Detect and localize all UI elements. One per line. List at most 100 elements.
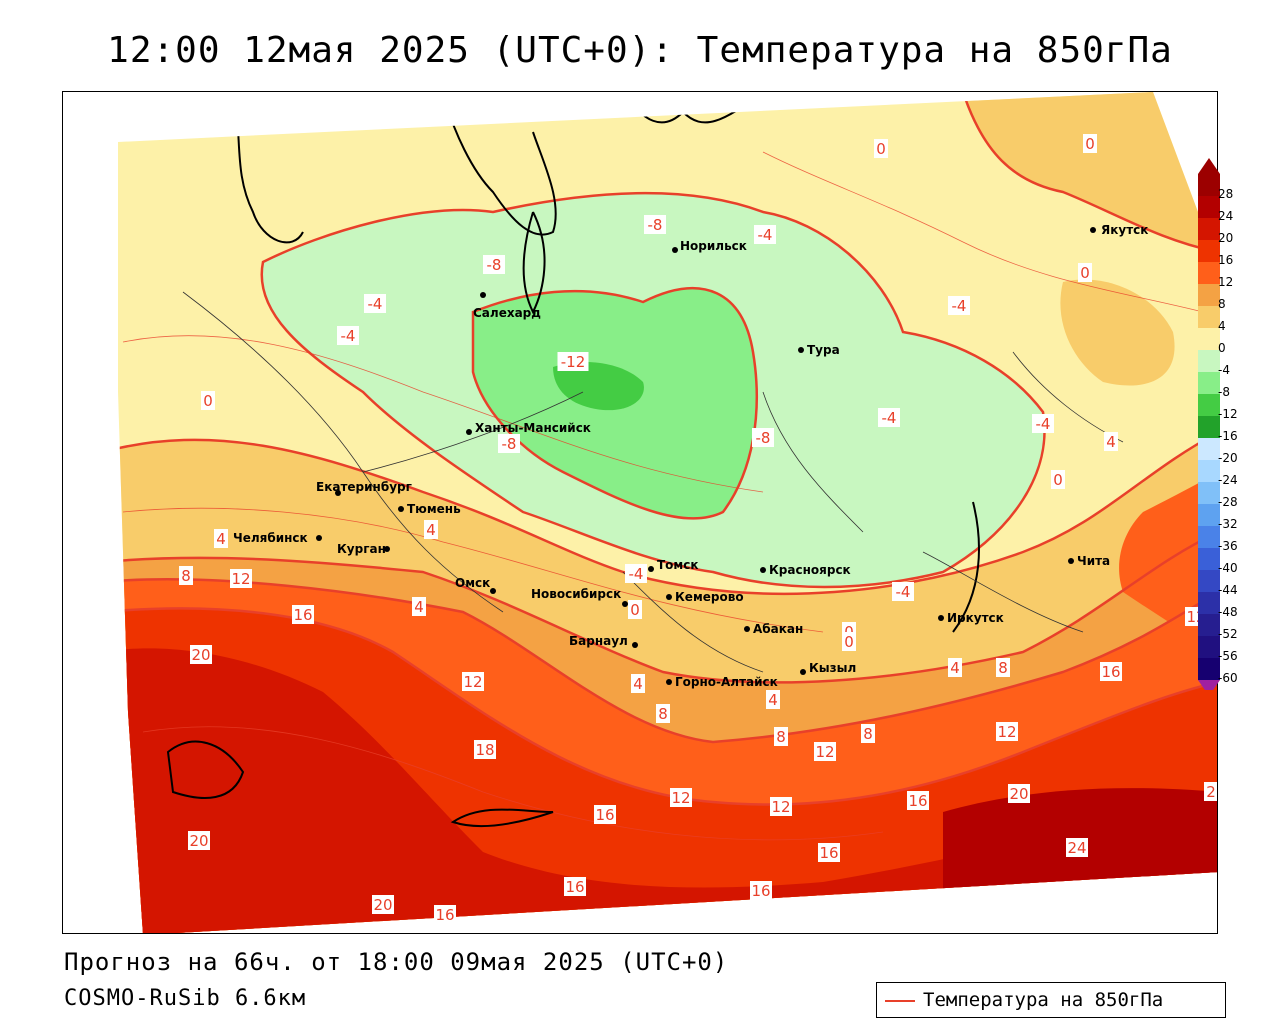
- contour-value-label: 4: [948, 658, 962, 677]
- colorbar-segment: [1198, 460, 1220, 482]
- colorbar-tick-label: -40: [1218, 561, 1238, 575]
- contour-label-box: [754, 225, 776, 244]
- contour-value-label: 18: [474, 740, 496, 759]
- city-label: Курган: [337, 542, 386, 556]
- contour-label-text: 20: [191, 646, 210, 664]
- contour-label-box: [842, 632, 856, 651]
- colorbar-top-arrow: [1198, 158, 1220, 174]
- contour-label-box: [948, 296, 970, 315]
- contour-value-label: 16: [818, 843, 840, 862]
- contour-label-text: 4: [633, 675, 643, 693]
- city-marker: Салехард: [473, 292, 541, 320]
- city-marker: Тюмень: [398, 502, 461, 516]
- contour-label-text: 4: [950, 659, 960, 677]
- city-label: Салехард: [473, 306, 541, 320]
- contour-value-label: 16: [292, 605, 314, 624]
- colorbar-segment: [1198, 482, 1220, 504]
- city-marker: Кемерово: [666, 590, 744, 604]
- city-label: Иркутск: [947, 611, 1004, 625]
- model-name: COSMO-RuSib 6.6км: [64, 986, 307, 1011]
- city-marker: Барнаул: [569, 634, 638, 648]
- contour-value-label: 8: [996, 658, 1010, 677]
- colorbar-segment: [1198, 196, 1220, 218]
- contour-label-text: 4: [1106, 433, 1116, 451]
- contour-value-label: 0: [874, 139, 888, 158]
- contour-label-text: 8: [776, 728, 786, 746]
- contour-label-text: -4: [629, 565, 644, 583]
- contour-label-text: 0: [844, 633, 854, 651]
- contour-label-box: [424, 520, 438, 539]
- contour-value-label: 12: [670, 788, 692, 807]
- contour-value-label: 4: [631, 674, 645, 693]
- colorbar-bottom-arrow: [1198, 680, 1220, 690]
- contour-label-text: 4: [768, 691, 778, 709]
- contour-label-box: [878, 408, 900, 427]
- colorbar-tick-label: -32: [1218, 517, 1238, 531]
- city-marker: Абакан: [744, 622, 803, 636]
- colorbar-segment: [1198, 174, 1220, 196]
- contour-value-label: 4: [214, 529, 228, 548]
- contour-label-text: 16: [293, 606, 312, 624]
- city-marker: Красноярск: [760, 563, 851, 577]
- contour-value-label: 16: [750, 881, 772, 900]
- city-marker: Якутск: [1090, 223, 1148, 237]
- contour-value-label: 8: [861, 724, 875, 743]
- colorbar-segment: [1198, 526, 1220, 548]
- city-dot: [316, 535, 322, 541]
- colorbar-tick-label: -56: [1218, 649, 1238, 663]
- contour-value-label: 0: [1078, 263, 1092, 282]
- contour-label-text: 12: [997, 723, 1016, 741]
- contour-label-text: 12: [815, 743, 834, 761]
- contour-label-text: 16: [1101, 663, 1120, 681]
- contour-label-box: [557, 352, 589, 371]
- colorbar-segment: [1198, 306, 1220, 328]
- city-label: Кызыл: [809, 661, 856, 675]
- colorbar-segment: [1198, 284, 1220, 306]
- contour-value-label: -8: [752, 428, 774, 447]
- contour-label-text: 18: [475, 741, 494, 759]
- contour-label-text: -4: [758, 226, 773, 244]
- colorbar-tick-label: -44: [1218, 583, 1238, 597]
- colorbar-tick-label: -36: [1218, 539, 1238, 553]
- city-label: Екатеринбург: [316, 480, 412, 494]
- contour-value-label: 24: [1066, 838, 1088, 857]
- city-label: Красноярск: [769, 563, 851, 577]
- contour-value-label: -8: [498, 434, 520, 453]
- city-marker: Челябинск: [233, 531, 322, 545]
- contour-value-label: 0: [842, 632, 856, 651]
- city-marker: Новосибирск: [531, 587, 628, 607]
- city-label: Барнаул: [569, 634, 628, 648]
- city-dot: [672, 247, 678, 253]
- city-marker: Омск: [455, 576, 496, 594]
- city-marker: Тура: [798, 343, 840, 357]
- city-marker: Иркутск: [938, 611, 1004, 625]
- city-label: Абакан: [753, 622, 803, 636]
- contour-label-text: -8: [502, 435, 517, 453]
- city-dot: [760, 567, 766, 573]
- contour-label-text: 16: [565, 878, 584, 896]
- contour-value-label: 12: [230, 569, 252, 588]
- contour-label-box: [996, 722, 1018, 741]
- colorbar-tick-label: -24: [1218, 473, 1238, 487]
- contour-label-text: -4: [1036, 415, 1051, 433]
- city-marker: Ханты-Мансийск: [466, 421, 591, 435]
- colorbar-segment: [1198, 592, 1220, 614]
- city-dot: [1068, 558, 1074, 564]
- contour-label-box: [1008, 784, 1030, 803]
- contour-value-label: 16: [434, 905, 456, 924]
- contour-value-label: 20: [1008, 784, 1030, 803]
- contour-label-text: 4: [426, 521, 436, 539]
- colorbar-tick-label: -20: [1218, 451, 1238, 465]
- legend: Температура на 850гПа: [876, 982, 1226, 1018]
- colorbar-tick-label: 28: [1218, 187, 1234, 201]
- contour-label-box: [1032, 414, 1054, 433]
- contour-label-box: [1051, 470, 1065, 489]
- contour-value-label: 12: [770, 797, 792, 816]
- contour-label-box: [1066, 838, 1088, 857]
- contour-label-text: -8: [756, 429, 771, 447]
- contour-value-label: 0: [628, 600, 642, 619]
- contour-value-label: -4: [878, 408, 900, 427]
- contour-label-box: [1083, 134, 1097, 153]
- contour-label-box: [996, 658, 1010, 677]
- contour-label-box: [372, 895, 394, 914]
